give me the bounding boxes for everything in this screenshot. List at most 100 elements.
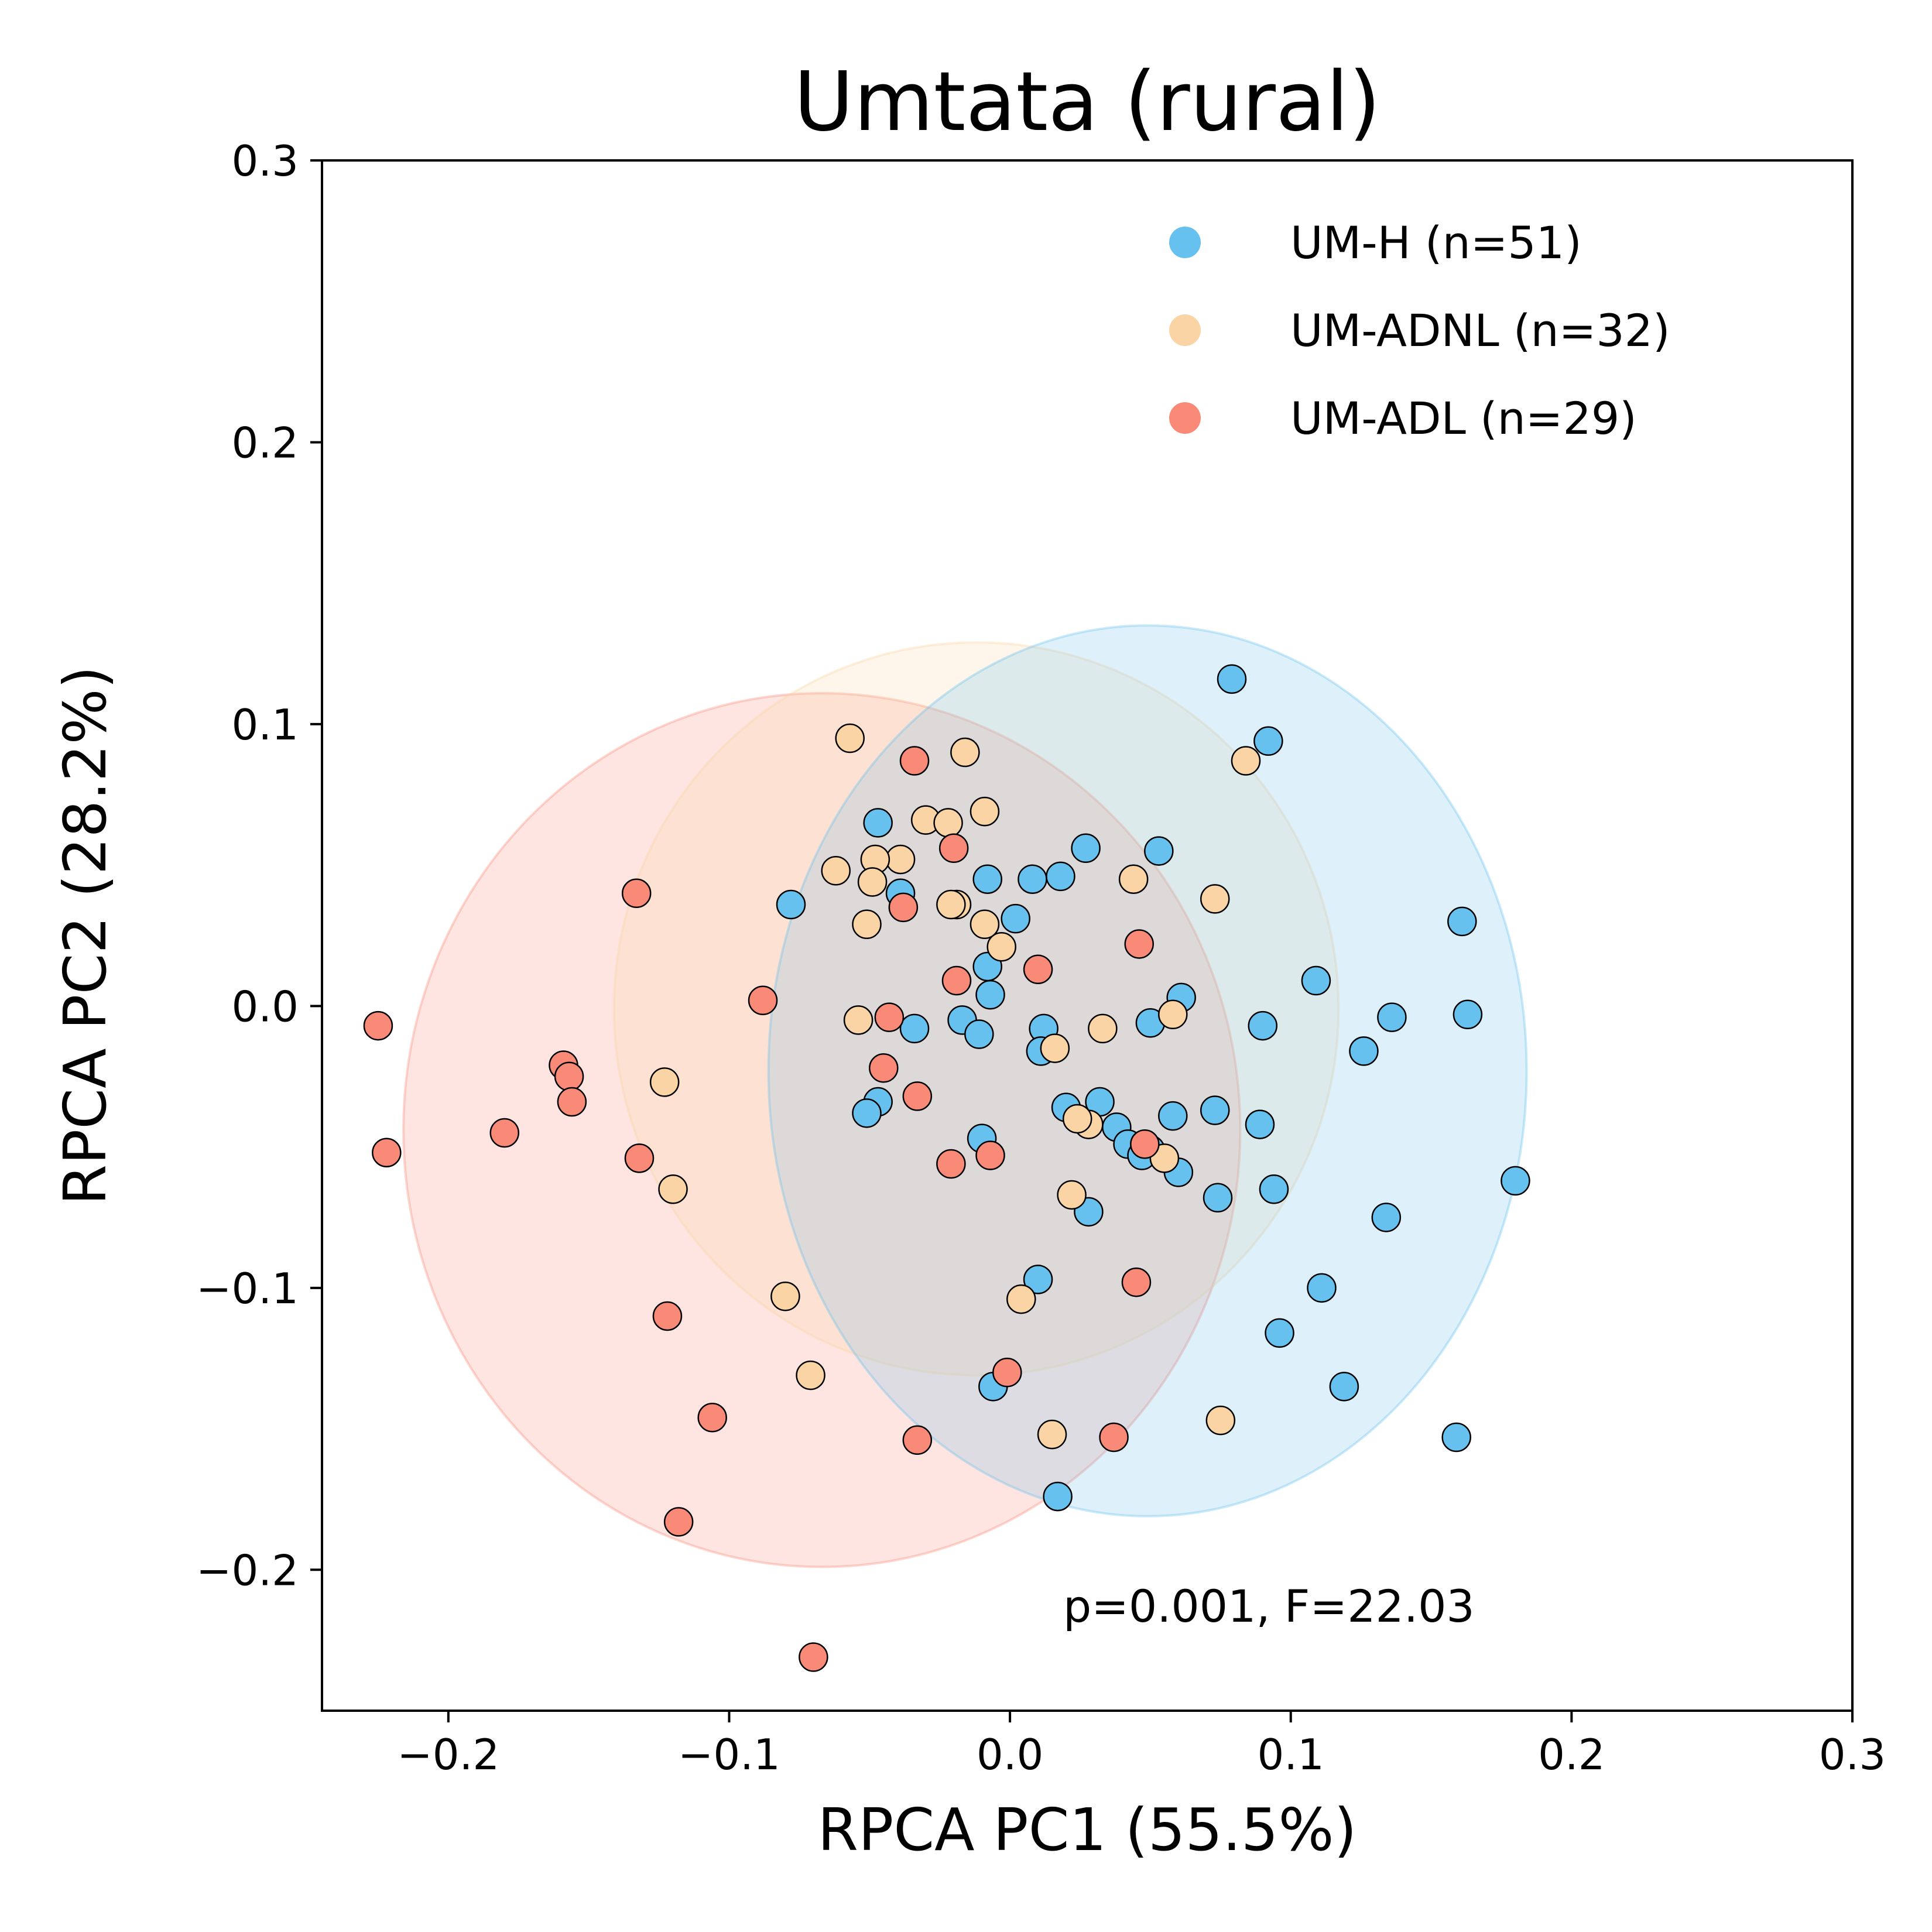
data-point-series-1 [1006,1284,1036,1314]
x-axis-label: RPCA PC1 (55.5%) [817,1796,1356,1864]
data-point-series-1 [1037,1419,1067,1450]
data-point-series-1 [1062,1104,1092,1134]
data-point-series-1 [857,867,888,897]
data-point-series-2 [363,1010,393,1041]
data-point-series-0 [899,1013,930,1044]
data-point-series-0 [964,1019,994,1049]
legend: UM-H (n=51) UM-ADNL (n=32) UM-ADL (n=29) [1169,217,1670,444]
data-point-series-2 [1121,1267,1152,1297]
legend-label-2: UM-ADL (n=29) [1290,392,1637,444]
y-tick-label: −0.2 [196,1546,299,1595]
chart-title: Umtata (rural) [794,54,1381,150]
data-point-series-2 [975,1140,1005,1170]
confidence-ellipse-1 [612,641,1340,1377]
y-axis-ticks: −0.2 −0.1 0.0 0.1 0.2 0.3 [196,136,322,1595]
y-tick-label: 0.3 [231,136,299,186]
data-point-series-0 [1453,999,1483,1030]
data-point-series-1 [933,808,963,838]
y-tick-label: −0.1 [196,1264,299,1313]
data-point-series-2 [697,1403,727,1433]
data-point-series-0 [972,864,1002,894]
data-point-series-2 [1023,954,1053,985]
data-point-series-0 [1217,664,1247,694]
confidence-ellipse-2 [402,691,1242,1568]
data-point-series-2 [799,1642,828,1672]
data-point-series-0 [1158,1101,1188,1131]
stats-annotation: p=0.001, F=22.03 [1063,1580,1475,1632]
data-point-series-2 [1130,1129,1160,1159]
data-point-series-1 [658,1174,688,1204]
legend-marker-2 [1169,402,1201,434]
data-point-series-2 [557,1087,587,1117]
data-point-series-2 [899,746,930,776]
data-point-series-0 [975,979,1005,1010]
x-tick-label: 0.0 [977,1730,1044,1779]
data-point-series-0 [1307,1273,1337,1303]
data-point-series-0 [1043,1481,1073,1512]
data-point-series-1 [936,889,966,920]
data-point-series-1 [1088,1013,1118,1044]
data-point-series-1 [1057,1180,1087,1210]
data-point-series-0 [1248,1010,1278,1041]
data-point-series-0 [1245,1109,1275,1139]
data-point-series-2 [554,1061,584,1091]
data-point-series-1 [1118,864,1149,894]
data-point-series-2 [936,1149,966,1179]
data-point-series-1 [1205,1405,1236,1436]
legend-marker-1 [1169,314,1201,346]
data-point-series-0 [1371,1203,1402,1232]
y-tick-label: 0.2 [231,418,299,467]
data-point-series-2 [663,1507,694,1537]
data-point-series-0 [863,808,893,838]
data-point-series-1 [821,856,851,886]
data-point-series-2 [869,1053,899,1083]
x-tick-label: 0.3 [1819,1730,1886,1779]
data-point-series-1 [885,844,916,875]
legend-label-1: UM-ADNL (n=32) [1290,304,1670,357]
data-point-series-0 [852,1098,882,1128]
data-point-series-1 [986,932,1016,962]
data-point-series-0 [1377,1002,1407,1032]
data-point-series-1 [970,796,1000,827]
data-point-series-0 [1501,1166,1530,1196]
data-point-series-2 [874,1002,905,1032]
data-point-series-2 [941,965,972,996]
data-point-series-2 [938,833,969,863]
x-tick-label: 0.2 [1538,1730,1605,1779]
data-point-series-1 [835,723,865,753]
y-tick-label: 0.0 [231,982,299,1031]
data-point-series-0 [1259,1174,1289,1204]
data-point-series-0 [1203,1183,1233,1213]
legend-label-0: UM-H (n=51) [1290,217,1582,269]
x-axis-ticks: −0.2 −0.1 0.0 0.1 0.2 0.3 [397,1711,1886,1779]
data-point-series-2 [652,1301,683,1331]
data-point-series-0 [1001,903,1030,934]
data-points [363,664,1530,1672]
data-point-series-2 [372,1138,402,1167]
data-point-series-2 [1099,1422,1129,1453]
data-point-series-0 [1018,864,1047,894]
data-point-series-0 [776,889,806,920]
data-point-series-1 [1158,999,1188,1030]
data-point-series-2 [888,892,919,923]
data-point-series-1 [649,1067,680,1097]
data-point-series-1 [950,737,980,768]
data-point-series-0 [1447,906,1477,937]
data-point-series-0 [1046,861,1075,892]
data-point-series-1 [1231,746,1261,776]
y-tick-label: 0.1 [231,700,299,749]
legend-marker-0 [1169,227,1201,258]
data-point-series-2 [1124,929,1154,959]
data-point-series-1 [796,1360,825,1390]
data-point-series-0 [1265,1318,1294,1348]
data-point-series-0 [1200,1095,1230,1125]
data-point-series-0 [1144,836,1174,866]
x-tick-label: −0.1 [678,1730,780,1779]
data-point-series-0 [1329,1372,1359,1402]
data-point-series-2 [902,1425,933,1455]
data-point-series-0 [1253,726,1283,756]
data-point-series-2 [489,1118,520,1148]
data-point-series-1 [770,1282,800,1311]
data-point-series-0 [1441,1422,1471,1453]
